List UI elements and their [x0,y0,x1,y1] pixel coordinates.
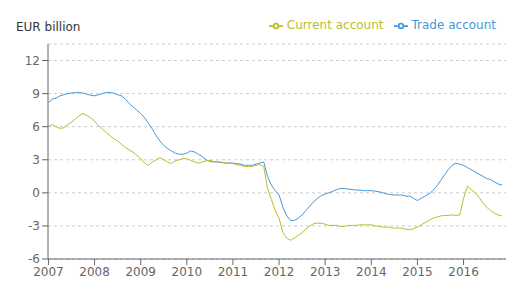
svg-text:-3: -3 [28,219,40,233]
svg-text:2008: 2008 [79,265,110,279]
svg-text:2016: 2016 [448,265,479,279]
svg-text:2014: 2014 [356,265,387,279]
svg-text:2011: 2011 [218,265,249,279]
html-text:Trade account: Trade account [411,18,496,32]
svg-text:2015: 2015 [402,265,433,279]
svg-text:2007: 2007 [33,265,64,279]
svg-text:3: 3 [32,153,40,167]
svg-text:2013: 2013 [310,265,341,279]
svg-text:2012: 2012 [264,265,295,279]
html-text:EUR billion: EUR billion [16,20,81,34]
svg-text:2009: 2009 [125,265,156,279]
svg-text:6: 6 [32,120,40,134]
svg-text:2010: 2010 [172,265,203,279]
svg-text:0: 0 [32,186,40,200]
html-text:Current account: Current account [286,18,384,32]
svg-text:12: 12 [25,54,40,68]
svg-text:9: 9 [32,87,40,101]
svg-text:-6: -6 [28,252,40,266]
